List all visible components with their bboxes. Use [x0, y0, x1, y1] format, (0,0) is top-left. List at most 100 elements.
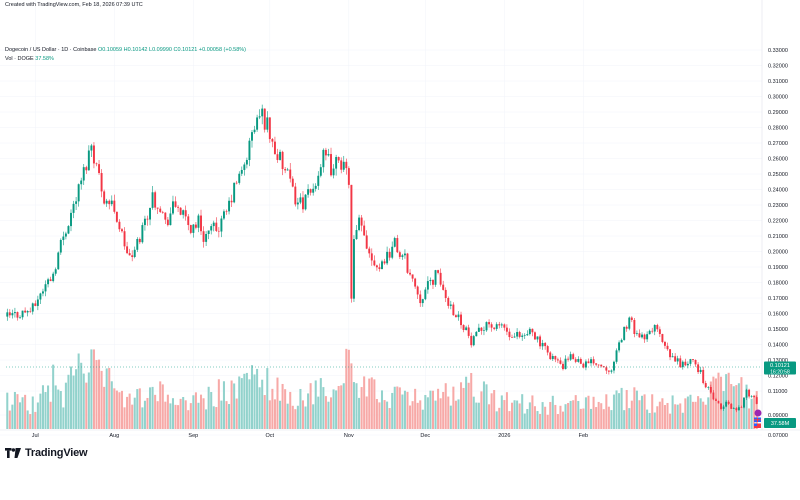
- candle-body: [233, 182, 236, 203]
- volume-bar: [202, 398, 205, 429]
- volume-label[interactable]: Vol · DOGE: [5, 56, 34, 62]
- candle-body: [439, 272, 442, 285]
- volume-bar: [301, 400, 304, 429]
- volume-bar: [526, 409, 529, 429]
- candle-body: [179, 207, 182, 215]
- volume-bar: [44, 392, 47, 429]
- volume-bar: [373, 379, 376, 429]
- volume-bar: [449, 405, 452, 429]
- candle-body: [434, 270, 437, 285]
- candle-body: [564, 358, 567, 370]
- candle-body: [406, 253, 409, 273]
- candle-body: [138, 238, 141, 243]
- volume-bar: [684, 398, 687, 429]
- volume-bar: [95, 360, 98, 429]
- candle-body: [335, 157, 338, 169]
- volume-bars: [6, 348, 758, 429]
- price-tick-label: 0.30000: [768, 95, 788, 101]
- volume-bar: [533, 406, 536, 429]
- volume-bar: [261, 379, 264, 429]
- flag-us-icon[interactable]: [754, 423, 761, 429]
- candle-body: [615, 350, 618, 362]
- candle-body: [472, 336, 475, 346]
- volume-bar: [266, 368, 269, 429]
- volume-bar: [299, 388, 302, 429]
- volume-bar: [740, 377, 743, 429]
- volume-bar: [490, 393, 493, 429]
- candle-body: [531, 328, 534, 333]
- candle-body: [352, 239, 355, 299]
- candle-body: [409, 272, 412, 275]
- candle-body: [725, 401, 728, 407]
- volume-bar: [748, 408, 751, 429]
- volume-bar: [29, 414, 32, 429]
- volume-bar: [26, 410, 29, 429]
- candle-body: [75, 201, 78, 204]
- candle-body: [684, 361, 687, 366]
- candle-body: [722, 406, 725, 409]
- candle-body: [475, 331, 478, 337]
- candle-body: [98, 164, 101, 174]
- volume-bar: [273, 399, 276, 429]
- volume-bar: [618, 393, 621, 429]
- close-value: C0.10121: [173, 47, 198, 53]
- volume-bar: [92, 349, 95, 429]
- candle-body: [610, 370, 613, 372]
- candle-body: [299, 197, 302, 203]
- volume-bar: [495, 411, 498, 429]
- price-tick-label: 0.21000: [768, 234, 788, 240]
- volume-bar: [268, 400, 271, 429]
- candle-body: [217, 230, 220, 232]
- candle-body: [34, 303, 37, 306]
- volume-bar: [146, 397, 149, 429]
- symbol-title[interactable]: Dogecoin / US Dollar · 1D · Coinbase: [5, 47, 97, 53]
- candle-body: [457, 314, 460, 318]
- volume-bar: [488, 404, 491, 429]
- event-icon[interactable]: [754, 409, 762, 417]
- volume-bar: [212, 406, 215, 429]
- candle-body: [72, 203, 75, 213]
- candle-body: [347, 168, 350, 185]
- candle-body: [304, 194, 307, 210]
- candle-body: [100, 173, 103, 192]
- candle-body: [686, 363, 689, 366]
- volume-bar: [467, 382, 470, 429]
- volume-bar: [342, 383, 345, 429]
- volume-bar: [666, 402, 669, 429]
- candle-body: [638, 333, 641, 338]
- volume-bar: [276, 377, 279, 429]
- volume-bar: [82, 373, 85, 429]
- volume-bar: [375, 399, 378, 429]
- candle-body: [238, 173, 241, 183]
- candle-body: [26, 310, 29, 313]
- high-value: H0.10142: [123, 47, 148, 53]
- candle-body: [115, 211, 118, 222]
- candle-body: [200, 215, 202, 232]
- candle-body: [271, 139, 274, 142]
- candle-body: [712, 392, 715, 400]
- candle-body: [574, 359, 577, 362]
- candle-body: [118, 221, 121, 230]
- candle-body: [47, 279, 50, 285]
- volume-bar: [370, 377, 373, 429]
- volume-bar: [113, 388, 116, 429]
- tradingview-brand[interactable]: TradingView: [5, 447, 88, 459]
- candle-body: [324, 149, 327, 156]
- candle-body: [569, 354, 572, 360]
- candle-body: [154, 192, 157, 208]
- price-tick-label: 0.22000: [768, 219, 788, 225]
- candle-body: [19, 317, 21, 318]
- volume-bar: [340, 385, 343, 429]
- candle-body: [720, 403, 723, 409]
- volume-bar: [411, 401, 414, 429]
- volume-bar: [745, 384, 748, 429]
- volume-bar: [437, 388, 440, 429]
- candle-body: [67, 226, 70, 234]
- volume-bar: [220, 400, 223, 429]
- candle-body: [508, 331, 511, 338]
- volume-bar: [128, 393, 131, 429]
- candle-body: [332, 168, 335, 176]
- volume-bar: [13, 391, 16, 429]
- candle-body: [373, 260, 376, 266]
